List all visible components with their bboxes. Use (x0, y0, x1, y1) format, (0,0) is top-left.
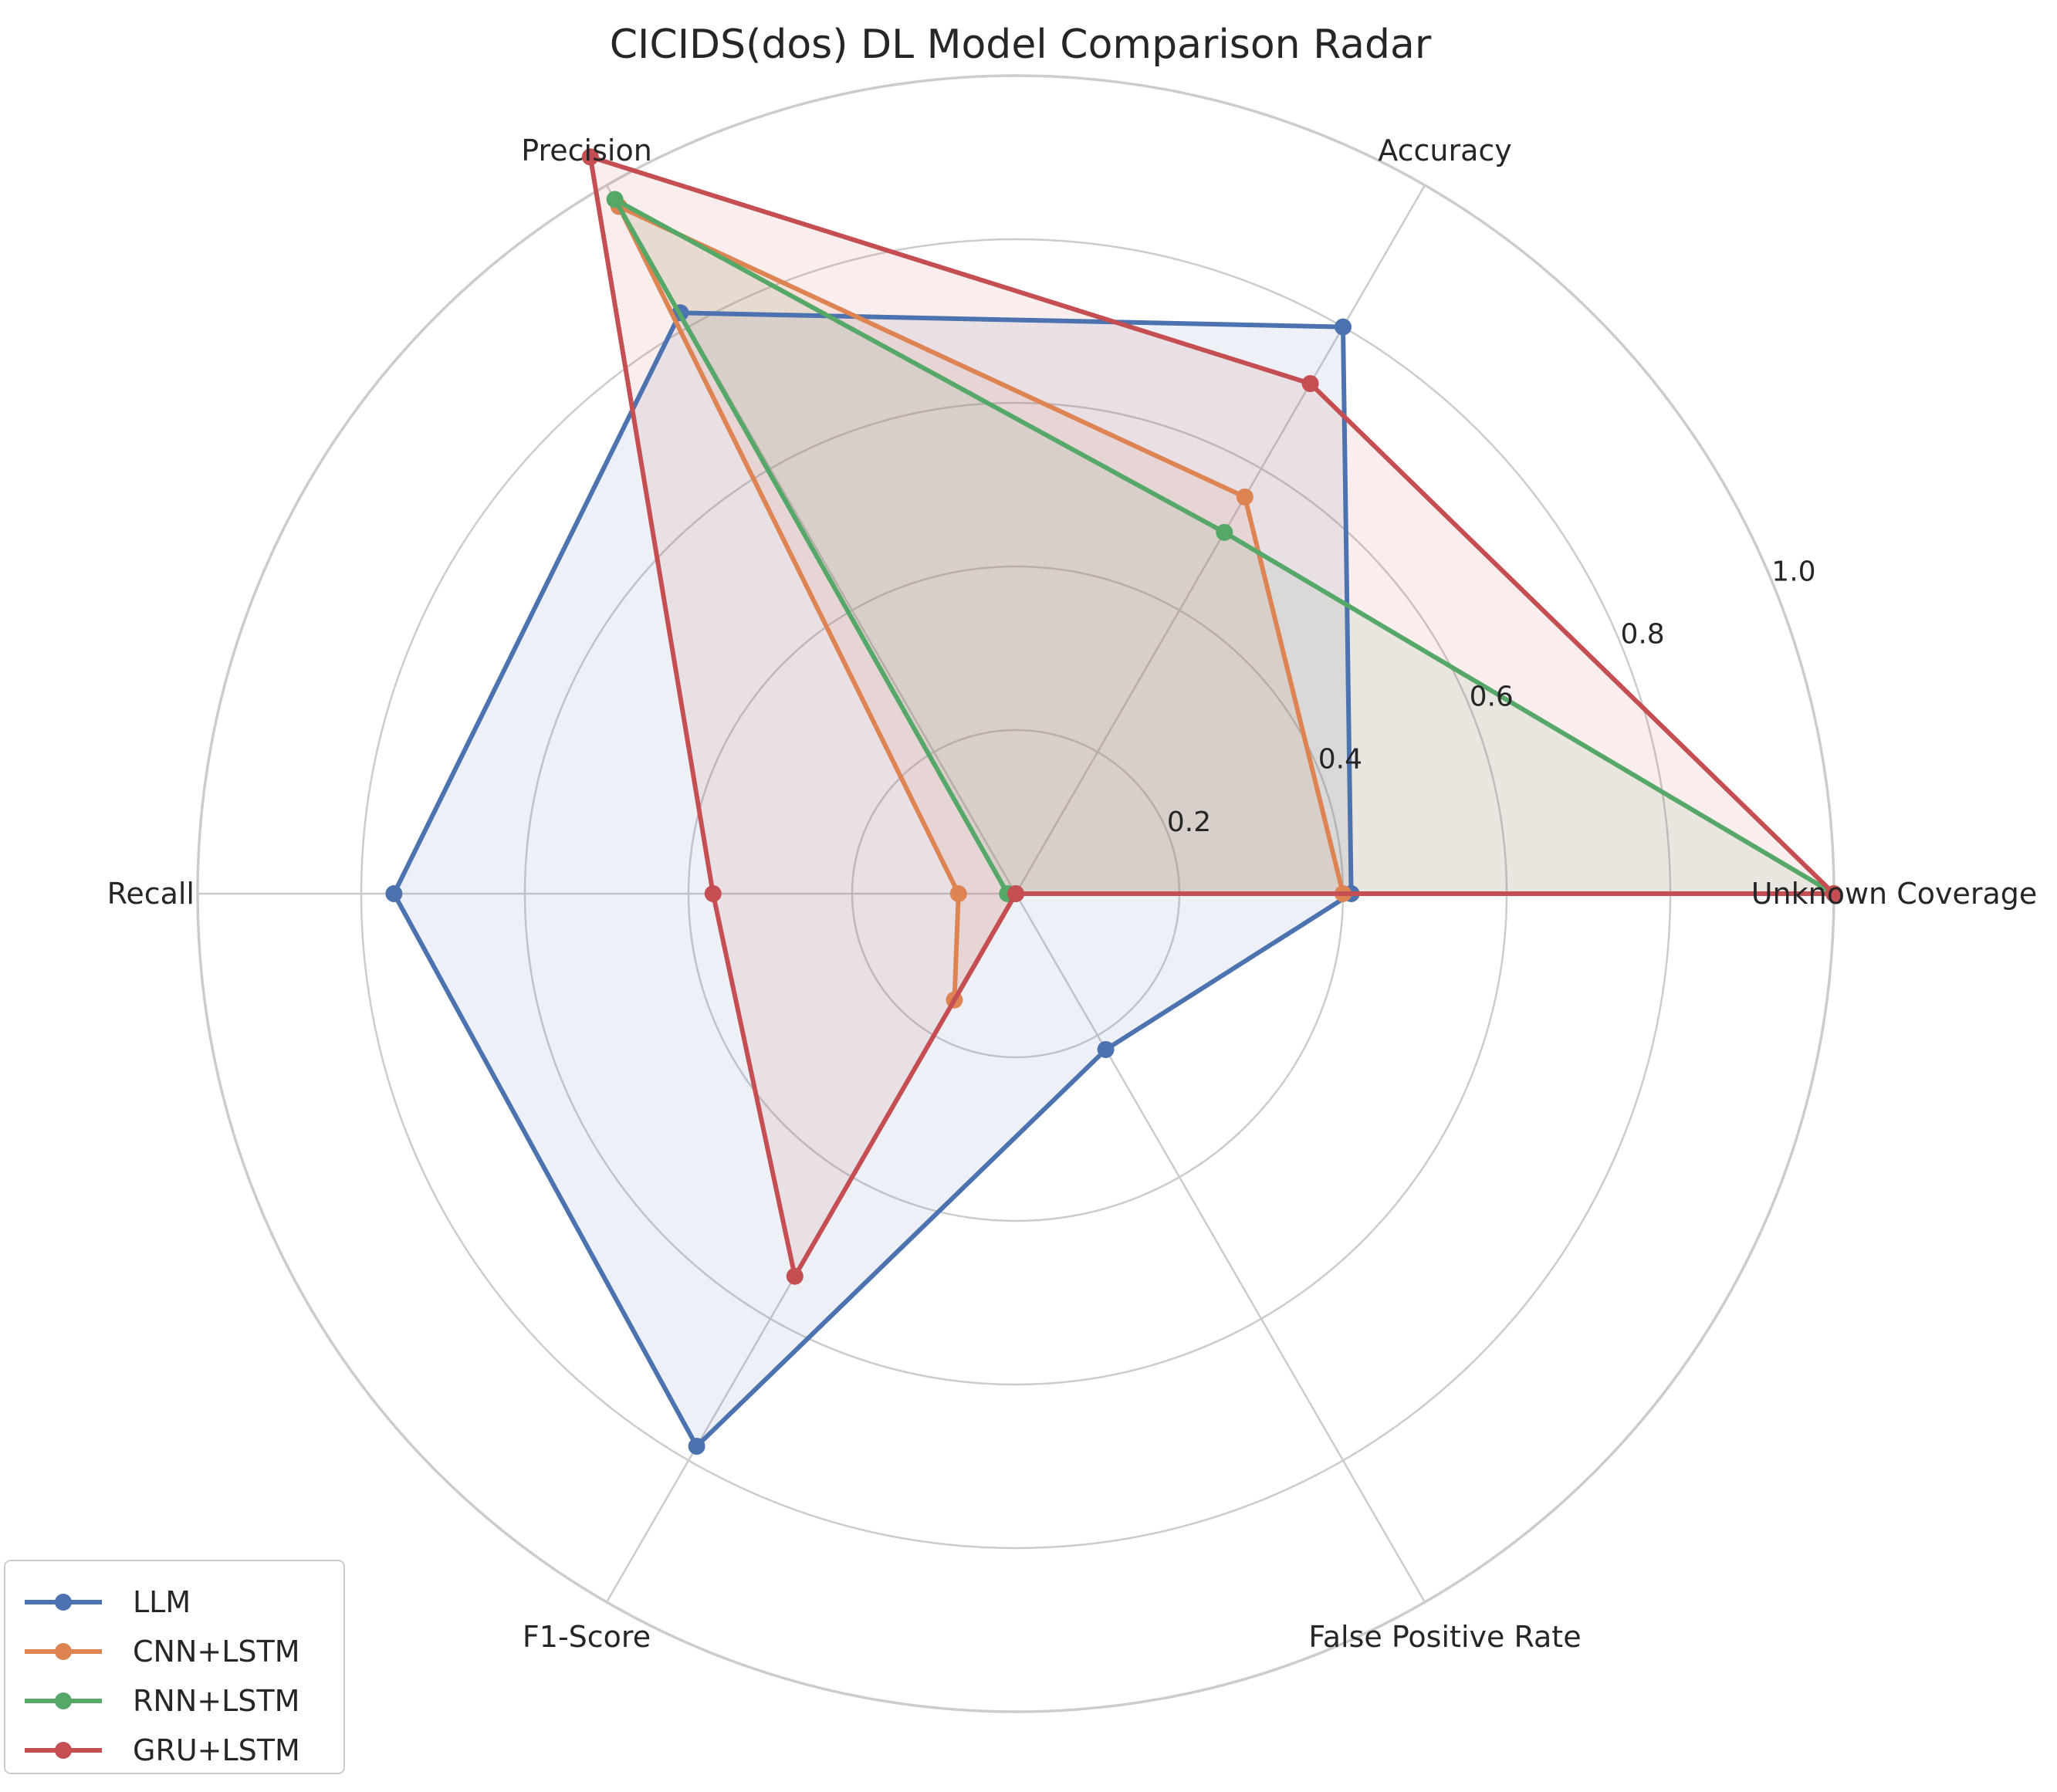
radial-tick-label: 0.4 (1318, 744, 1362, 776)
legend-label: GRU+LSTM (133, 1733, 300, 1767)
series-fill (590, 157, 1834, 1276)
radial-tick-label: 0.8 (1620, 618, 1664, 650)
data-point (385, 885, 403, 902)
series-fills (394, 157, 1834, 1446)
data-point (1007, 885, 1024, 902)
legend-marker (55, 1742, 72, 1759)
data-point (949, 885, 967, 902)
legend-marker (55, 1692, 72, 1709)
data-point (1097, 1040, 1115, 1058)
data-point (786, 1267, 804, 1285)
legend-marker (55, 1643, 72, 1660)
legend-frame (4, 1560, 345, 1774)
axis-label: False Positive Rate (1308, 1620, 1581, 1654)
series-fill (614, 199, 1834, 894)
axis-label: Precision (521, 134, 652, 167)
data-point (704, 885, 722, 902)
legend: LLM CNN+LSTM RNN+LSTM GRU+LSTM (4, 1560, 345, 1774)
radial-tick-label: 0.6 (1470, 681, 1514, 713)
legend-label: CNN+LSTM (133, 1635, 300, 1669)
data-point (606, 191, 624, 208)
data-point (1825, 885, 1842, 902)
data-point (1216, 523, 1233, 541)
legend-marker (55, 1594, 72, 1611)
legend-label: RNN+LSTM (133, 1684, 299, 1718)
axis-label: Accuracy (1378, 134, 1512, 167)
series-lines (385, 148, 1842, 1456)
chart-title: CICIDS(dos) DL Model Comparison Radar (610, 22, 1432, 68)
radial-tick-labels: 0.2 0.4 0.6 0.8 1.0 (1167, 556, 1816, 838)
data-point (1335, 318, 1352, 336)
data-point (581, 148, 599, 166)
axis-labels: Unknown Coverage Accuracy Precision Recall F… (107, 134, 2038, 1654)
grid-spoke (1014, 893, 1426, 1603)
axis-label: Recall (107, 877, 195, 911)
axis-label: F1-Score (523, 1620, 651, 1654)
legend-label: LLM (133, 1585, 191, 1619)
axis-label: Unknown Coverage (1751, 877, 2038, 911)
radial-tick-label: 1.0 (1771, 556, 1815, 587)
series-fill (618, 206, 1343, 1000)
data-point (1236, 488, 1253, 505)
series-fill (394, 313, 1352, 1446)
data-point (688, 1438, 705, 1456)
data-point (1301, 375, 1319, 393)
radial-tick-label: 0.2 (1167, 806, 1211, 838)
